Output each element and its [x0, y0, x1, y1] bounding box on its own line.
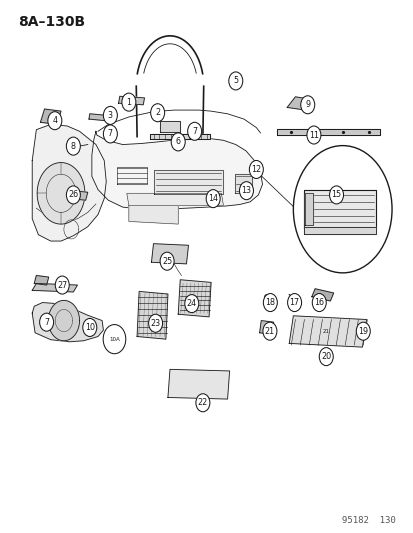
Polygon shape	[126, 193, 223, 206]
Polygon shape	[89, 114, 112, 121]
Circle shape	[66, 137, 80, 155]
Polygon shape	[304, 193, 312, 224]
Circle shape	[103, 125, 117, 143]
Text: 16: 16	[313, 298, 323, 307]
Text: 8: 8	[71, 142, 76, 151]
Text: 8A–130B: 8A–130B	[18, 14, 85, 29]
Circle shape	[66, 186, 80, 204]
Text: 20: 20	[320, 352, 330, 361]
Polygon shape	[32, 284, 77, 292]
Text: 9: 9	[304, 100, 310, 109]
Circle shape	[103, 325, 126, 354]
Circle shape	[48, 112, 62, 130]
Text: 24: 24	[186, 299, 196, 308]
Circle shape	[249, 160, 263, 179]
Polygon shape	[40, 109, 61, 124]
Text: 13: 13	[241, 186, 251, 195]
Polygon shape	[259, 320, 273, 334]
Text: 5: 5	[233, 76, 238, 85]
Text: 14: 14	[208, 194, 218, 203]
Polygon shape	[32, 124, 106, 241]
Circle shape	[206, 190, 220, 208]
Circle shape	[187, 122, 201, 140]
Text: 7: 7	[192, 127, 197, 136]
Circle shape	[318, 348, 332, 366]
Polygon shape	[234, 174, 252, 193]
Text: 21: 21	[322, 329, 329, 334]
Text: 95182  130: 95182 130	[342, 516, 395, 525]
Polygon shape	[303, 227, 375, 234]
Circle shape	[55, 276, 69, 294]
Polygon shape	[150, 134, 210, 139]
Text: 7: 7	[44, 318, 49, 327]
Polygon shape	[153, 170, 223, 194]
Text: 17: 17	[289, 298, 299, 307]
Circle shape	[300, 96, 314, 114]
Circle shape	[103, 107, 117, 124]
Circle shape	[184, 295, 198, 313]
Circle shape	[356, 322, 369, 340]
Text: 10A: 10A	[109, 337, 119, 342]
Circle shape	[329, 186, 343, 204]
Text: 12: 12	[251, 165, 261, 174]
Text: 26: 26	[68, 190, 78, 199]
Polygon shape	[151, 244, 188, 264]
Polygon shape	[159, 120, 180, 132]
Text: 6: 6	[175, 138, 180, 147]
Text: 10: 10	[85, 323, 95, 332]
Polygon shape	[128, 206, 178, 224]
Text: 3: 3	[108, 111, 113, 120]
Text: 22: 22	[197, 398, 207, 407]
Polygon shape	[287, 97, 311, 110]
Text: 11: 11	[308, 131, 318, 140]
Circle shape	[195, 394, 209, 412]
Circle shape	[293, 146, 391, 273]
Polygon shape	[70, 191, 88, 200]
Circle shape	[262, 322, 276, 340]
Polygon shape	[178, 280, 211, 317]
Text: 23: 23	[150, 319, 160, 328]
Polygon shape	[37, 163, 85, 224]
Circle shape	[228, 72, 242, 90]
Circle shape	[287, 294, 301, 312]
Polygon shape	[32, 303, 103, 342]
Circle shape	[311, 294, 325, 312]
Text: 27: 27	[57, 280, 67, 289]
Circle shape	[171, 133, 185, 151]
Polygon shape	[118, 96, 144, 105]
Circle shape	[150, 104, 164, 122]
Polygon shape	[137, 292, 168, 339]
Circle shape	[239, 182, 253, 200]
Text: 21: 21	[264, 327, 274, 336]
Polygon shape	[92, 131, 262, 209]
Text: 7: 7	[107, 130, 113, 139]
Polygon shape	[303, 190, 375, 228]
Circle shape	[148, 314, 162, 332]
Circle shape	[83, 318, 97, 336]
Polygon shape	[48, 301, 79, 341]
Text: 2: 2	[155, 108, 160, 117]
Text: 15: 15	[331, 190, 341, 199]
Polygon shape	[311, 289, 333, 301]
Text: 1: 1	[126, 98, 131, 107]
Polygon shape	[34, 276, 49, 285]
Text: 18: 18	[265, 298, 275, 307]
Circle shape	[263, 294, 277, 312]
Circle shape	[160, 252, 174, 270]
Circle shape	[121, 93, 135, 111]
Circle shape	[40, 313, 54, 331]
Text: 4: 4	[52, 116, 57, 125]
Polygon shape	[276, 128, 379, 135]
Circle shape	[306, 126, 320, 144]
Polygon shape	[289, 316, 366, 347]
Text: 19: 19	[357, 327, 368, 336]
Polygon shape	[168, 369, 229, 399]
Text: 25: 25	[161, 257, 172, 265]
